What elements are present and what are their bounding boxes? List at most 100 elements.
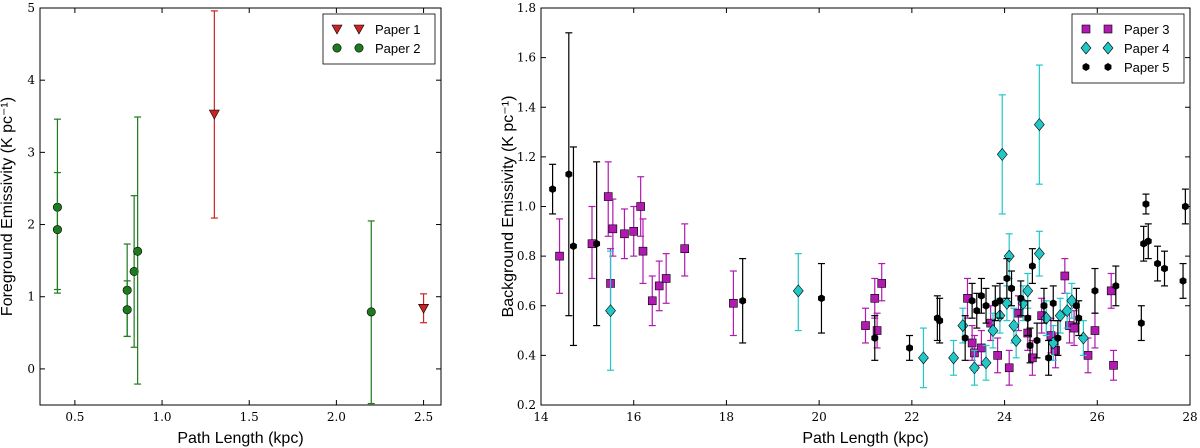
- data-point: [1061, 292, 1073, 329]
- legend-item: Paper 5: [1082, 60, 1170, 75]
- data-point: [1140, 225, 1148, 262]
- point-marker: [792, 284, 804, 298]
- point-marker: [1026, 341, 1034, 350]
- data-point: [1179, 262, 1187, 299]
- y-tick-label: 2: [27, 218, 35, 232]
- data-point: [977, 329, 986, 366]
- legend-label: Paper 4: [1124, 41, 1170, 56]
- point-marker: [129, 266, 139, 276]
- point-marker: [1179, 276, 1187, 285]
- point-marker: [1112, 281, 1120, 290]
- point-marker: [977, 343, 986, 353]
- point-marker: [973, 306, 981, 315]
- data-point: [1010, 322, 1022, 359]
- point-marker: [1144, 237, 1152, 246]
- point-marker: [555, 251, 564, 261]
- point-marker: [208, 109, 220, 120]
- data-point: [1091, 267, 1099, 314]
- point-marker: [1004, 363, 1014, 373]
- data-point: [817, 262, 825, 334]
- data-point: [996, 94, 1008, 215]
- y-tick-label: 4: [27, 73, 35, 87]
- point-marker: [996, 296, 1004, 305]
- point-marker: [980, 356, 992, 370]
- point-marker: [661, 274, 671, 283]
- legend-label: Paper 5: [1124, 60, 1170, 75]
- data-point: [122, 280, 132, 338]
- x-tick-label: 16: [626, 410, 641, 424]
- point-marker: [52, 225, 62, 235]
- data-point: [1161, 250, 1169, 287]
- point-marker: [1106, 286, 1116, 296]
- legend-marker: [1080, 41, 1092, 55]
- point-marker: [1001, 296, 1013, 310]
- point-marker: [1142, 200, 1150, 208]
- point-marker: [967, 338, 977, 348]
- point-marker: [877, 279, 887, 288]
- data-point: [569, 146, 577, 347]
- data-marks: [52, 10, 430, 405]
- point-marker: [1061, 304, 1073, 318]
- data-point: [1109, 349, 1118, 381]
- legend-item: Paper 1: [331, 22, 421, 37]
- data-marks: [549, 32, 1189, 389]
- x-tick-label: 20: [812, 410, 827, 424]
- x-tick-label: 1.0: [152, 410, 171, 424]
- point-marker: [1077, 331, 1089, 345]
- y-tick-label: 5: [27, 1, 35, 15]
- data-point: [993, 337, 1002, 374]
- point-marker: [680, 244, 690, 253]
- point-marker: [1003, 274, 1011, 283]
- plot-frame: [39, 7, 442, 406]
- point-marker: [969, 361, 980, 375]
- legend-marker: [1102, 41, 1114, 55]
- point-marker: [1033, 247, 1045, 261]
- point-marker: [549, 185, 557, 194]
- data-point: [593, 161, 601, 327]
- x-tick-label: 18: [719, 410, 734, 424]
- point-marker: [918, 351, 929, 365]
- data-point: [638, 218, 648, 285]
- data-point: [1003, 233, 1015, 280]
- legend: Paper 1 Paper 2: [322, 13, 436, 65]
- x-tick-label: 0.5: [65, 410, 84, 424]
- point-marker: [366, 307, 376, 317]
- data-point: [1017, 280, 1025, 317]
- data-point: [549, 163, 557, 215]
- data-point: [739, 258, 747, 344]
- legend-label: Paper 3: [1124, 22, 1170, 37]
- data-point: [129, 195, 139, 348]
- point-marker: [654, 281, 664, 291]
- data-point: [1181, 188, 1189, 225]
- data-point: [906, 334, 914, 361]
- legend-item: Paper 4: [1080, 41, 1170, 56]
- data-point: [1049, 285, 1057, 322]
- point-marker: [1028, 262, 1036, 270]
- point-marker: [1033, 118, 1045, 132]
- point-marker: [948, 351, 959, 365]
- x-tick-label: 2.5: [414, 410, 433, 424]
- y-axis-label: Foreground Emissivity (K pc⁻¹): [0, 97, 16, 316]
- y-tick-label: 0.4: [517, 348, 536, 362]
- data-point: [792, 253, 804, 332]
- point-marker: [629, 227, 639, 236]
- data-point: [1106, 272, 1116, 309]
- point-marker: [608, 224, 618, 234]
- data-point: [871, 315, 879, 361]
- y-tick-label: 0: [27, 362, 35, 376]
- data-point: [948, 339, 959, 376]
- legend-marker: [332, 43, 342, 53]
- data-point: [1028, 248, 1036, 285]
- y-tick-label: 0.2: [517, 398, 536, 412]
- data-point: [620, 208, 629, 260]
- data-point: [366, 220, 376, 405]
- y-tick-label: 1.0: [517, 200, 536, 214]
- legend-marker: [354, 43, 364, 53]
- x-tick-label: 22: [904, 410, 919, 424]
- point-marker: [1017, 294, 1025, 303]
- y-tick-label: 1.6: [517, 51, 536, 65]
- data-point: [680, 223, 690, 277]
- point-marker: [1091, 286, 1099, 295]
